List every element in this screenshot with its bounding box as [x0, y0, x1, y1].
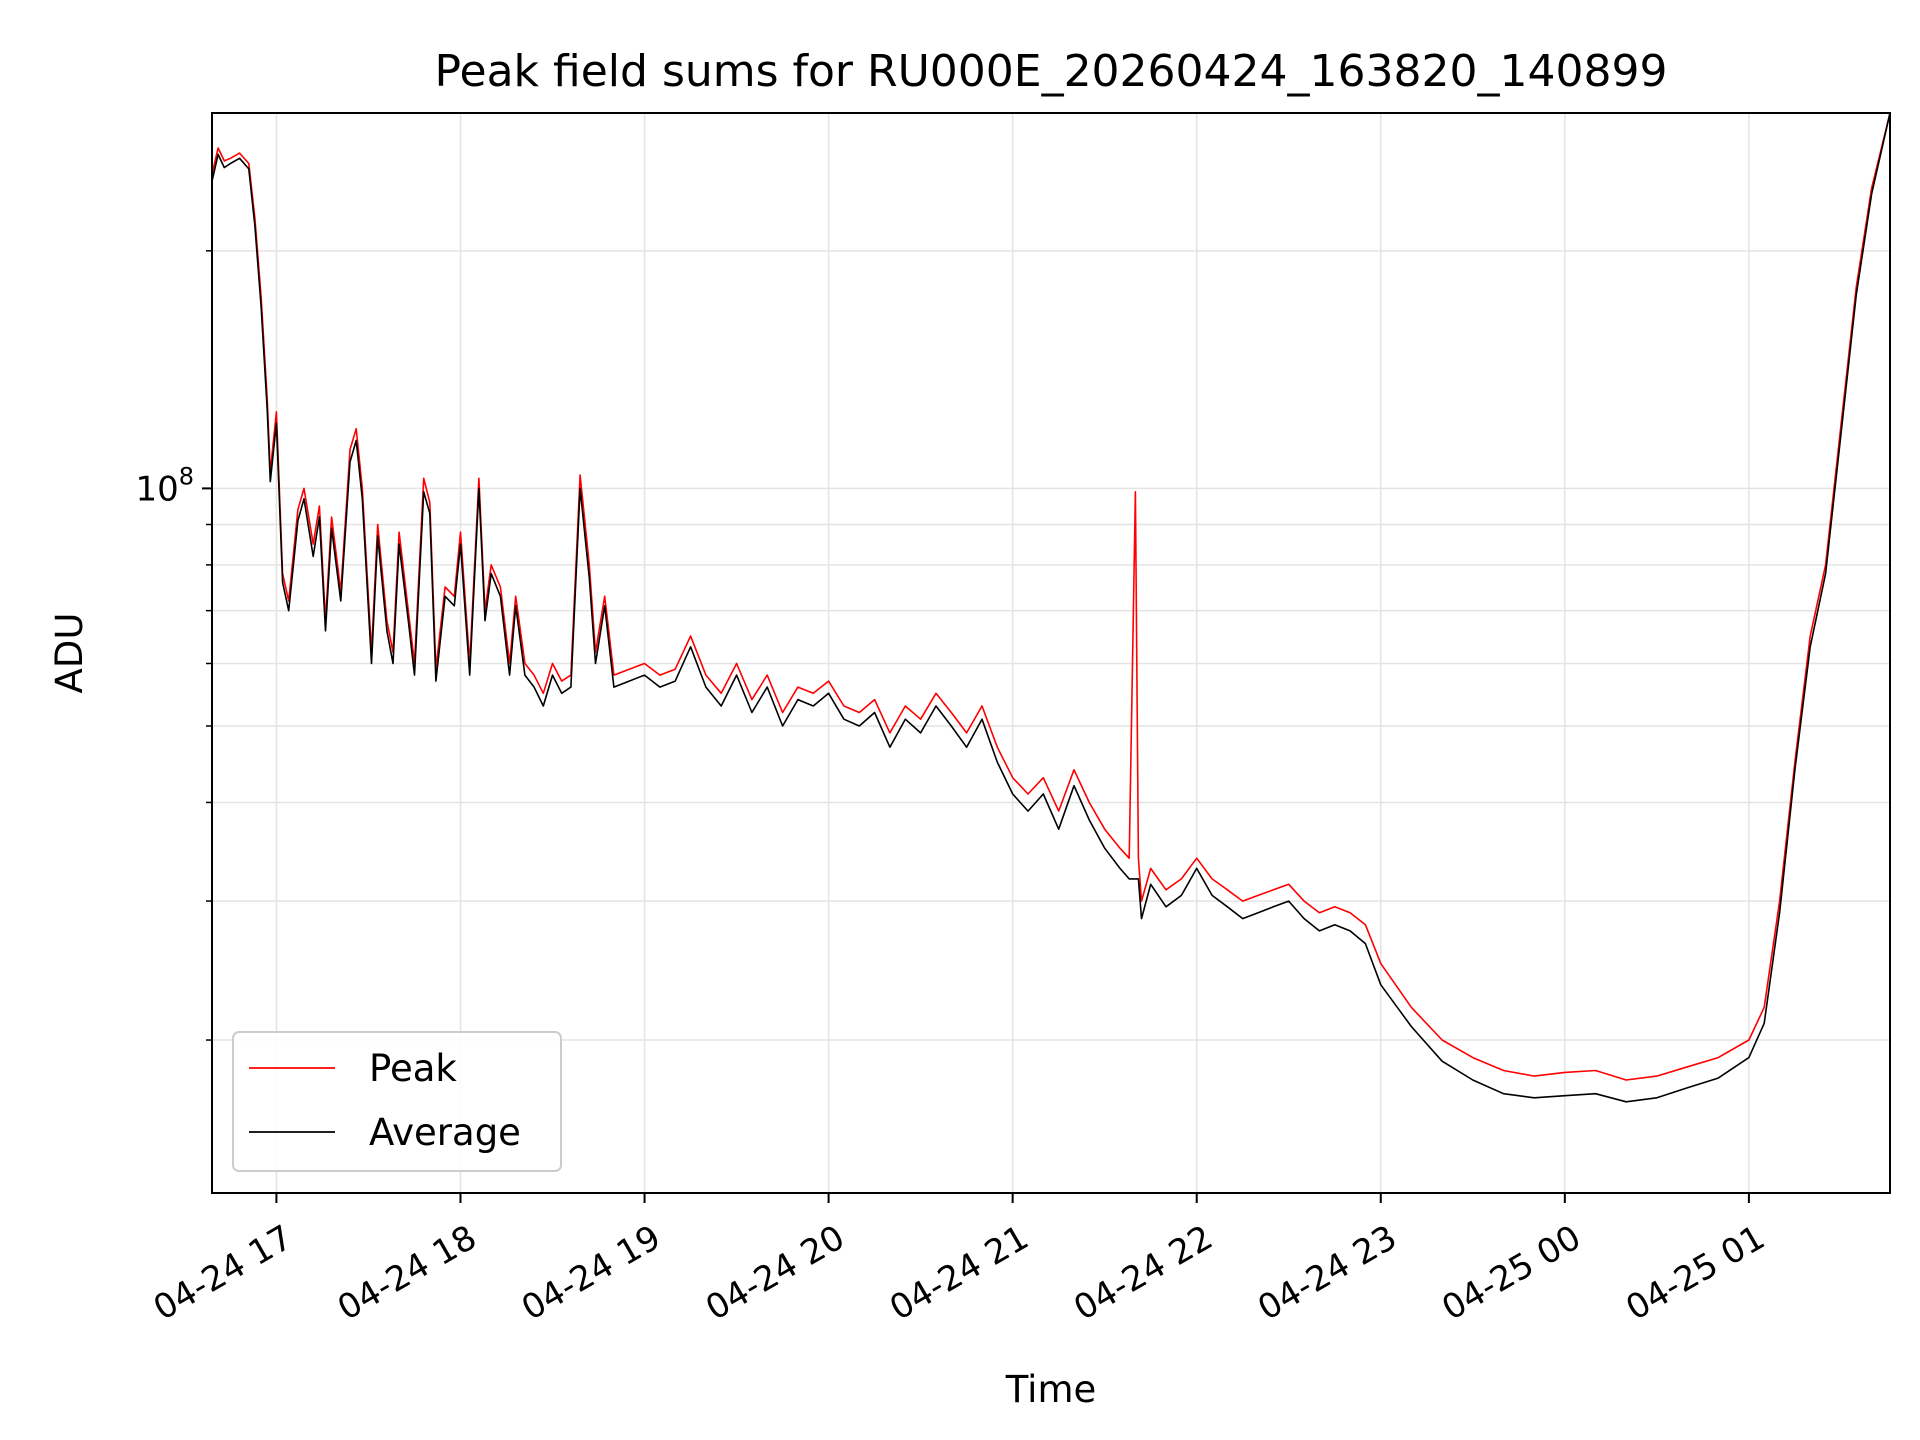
plot-lines: [211, 112, 1891, 1103]
chart-title: Peak field sums for RU000E_20260424_1638…: [435, 46, 1668, 97]
series-line-average: [211, 112, 1891, 1103]
legend-box: [232, 1031, 562, 1172]
y-tick-label: 108: [135, 462, 194, 509]
y-axis-label: ADU: [48, 613, 91, 694]
legend: Peak Average: [232, 1031, 562, 1172]
legend-label-peak: Peak: [369, 1047, 457, 1090]
plot-frame: [211, 112, 1891, 1194]
y-axis: 108: [135, 250, 212, 1041]
x-axis-label: Time: [1005, 1368, 1097, 1411]
legend-label-average: Average: [369, 1111, 521, 1154]
grid: [212, 113, 1890, 1193]
series-line-peak: [211, 112, 1891, 1081]
